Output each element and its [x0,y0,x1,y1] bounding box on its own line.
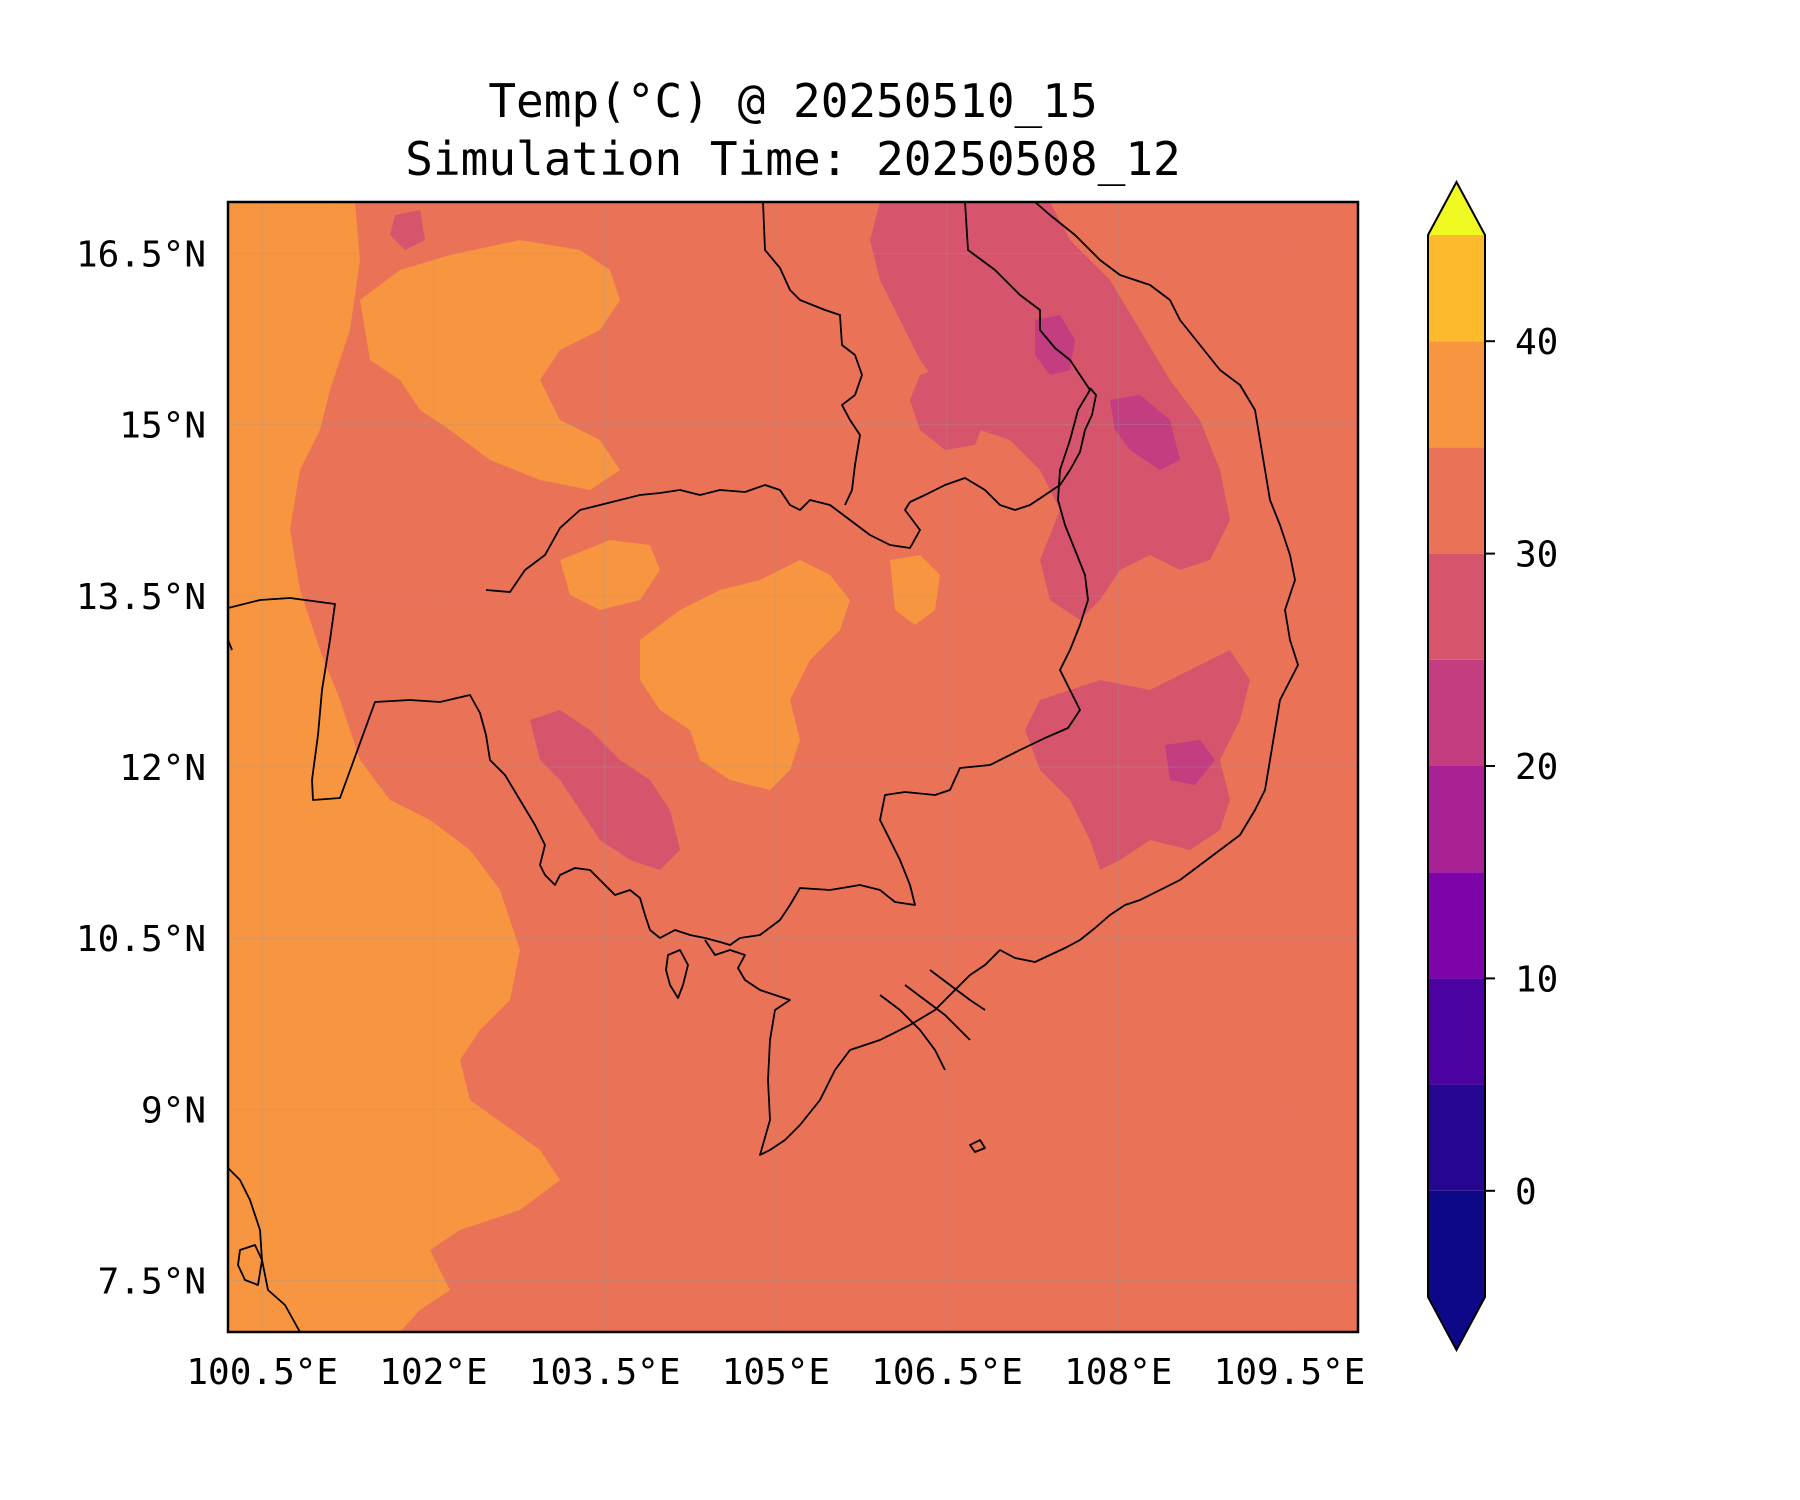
gridlines [228,202,1358,1332]
x-tick-label: 108°E [1064,1352,1172,1393]
vietnam-laos-border [704,202,1091,946]
cool-zone-laos-patch [910,365,985,450]
y-tick-label: 15°N [119,406,206,447]
x-tick-label: 106.5°E [871,1352,1023,1393]
east-coastline [1034,202,1299,956]
con-son-island [969,1139,986,1153]
cool-zone-north-patch [390,210,425,250]
ko-samui-island [237,1244,263,1286]
delta-channel-2 [904,984,971,1041]
colorbar-outline [1427,179,1486,1353]
x-tick-label: 103.5°E [529,1352,681,1393]
coolest-zone-north [1035,315,1075,375]
colorbar-segment [1428,447,1485,554]
malay-peninsula-coast [228,1167,301,1332]
x-tick-label: 109.5°E [1214,1352,1366,1393]
y-axis: 16.5°N 15°N 13.5°N 12°N 10.5°N 9°N 7.5°N [76,234,206,1302]
warm-zone-north-ridge [235,205,340,300]
laos-cambodia-border-north [762,202,863,506]
colorbar-tick-label: 30 [1515,535,1558,576]
x-tick-label: 102°E [379,1352,487,1393]
cool-zone-central-highlands [1025,650,1250,870]
colorbar-segment [1428,235,1485,342]
colorbar-tick-label: 20 [1515,747,1558,788]
phu-quoc-island [665,949,689,999]
cool-zone-cardamom [530,710,680,870]
y-tick-label: 13.5°N [76,577,206,618]
warm-zone-north-plateau [360,240,620,490]
colorbar-extend-low [1428,1297,1485,1350]
cambodia-south-coast [485,734,706,939]
y-tick-label: 9°N [141,1090,206,1131]
colorbar-segment [1428,766,1485,873]
y-tick-label: 10.5°N [76,919,206,960]
y-tick-label: 12°N [119,748,206,789]
coolest-zone-highland [1165,740,1215,785]
delta-channel-3 [929,969,986,1011]
figure-title-line-2: Simulation Time: 20250508_12 [405,132,1180,186]
warm-zone-center [560,540,660,610]
colorbar: 0 10 20 30 40 [1427,179,1558,1353]
colorbar-segment [1428,978,1485,1085]
cambodia-north-border [485,387,1097,593]
thailand-cambodia-border [228,597,487,801]
colorbar-segment [1428,872,1485,979]
map-area [228,202,1358,1332]
cool-zone-annamite-north [870,202,1230,620]
x-tick-label: 105°E [722,1352,830,1393]
delta-channel-1 [879,994,946,1071]
figure-title-line-1: Temp(°C) @ 20250510_15 [488,74,1097,128]
colorbar-extend-high [1428,182,1485,235]
coastlines-and-borders [228,202,1299,1332]
x-tick-label: 100.5°E [186,1352,338,1393]
warm-zone-cambodia-interior [640,560,850,790]
map-frame [226,200,1360,1334]
colorbar-segment [1428,1084,1485,1191]
x-axis: 100.5°E 102°E 103.5°E 105°E 106.5°E 108°E 109.… [186,1352,1365,1393]
colorbar-segment [1428,341,1485,448]
coolest-zone-upper [1110,395,1180,470]
warm-zone-east-tonle [890,555,940,625]
colorbar-segment [1428,1190,1485,1297]
colorbar-tick-label: 0 [1515,1172,1537,1213]
y-tick-label: 7.5°N [98,1262,206,1303]
warm-zone-west-gulf [228,202,560,1332]
mekong-delta-coast [704,939,1051,1156]
colorbar-segment [1428,553,1485,660]
colorbar-tick-label: 10 [1515,959,1558,1000]
y-tick-label: 16.5°N [76,234,206,275]
colorbar-tick-label: 40 [1515,322,1558,363]
colorbar-segment [1428,659,1485,766]
